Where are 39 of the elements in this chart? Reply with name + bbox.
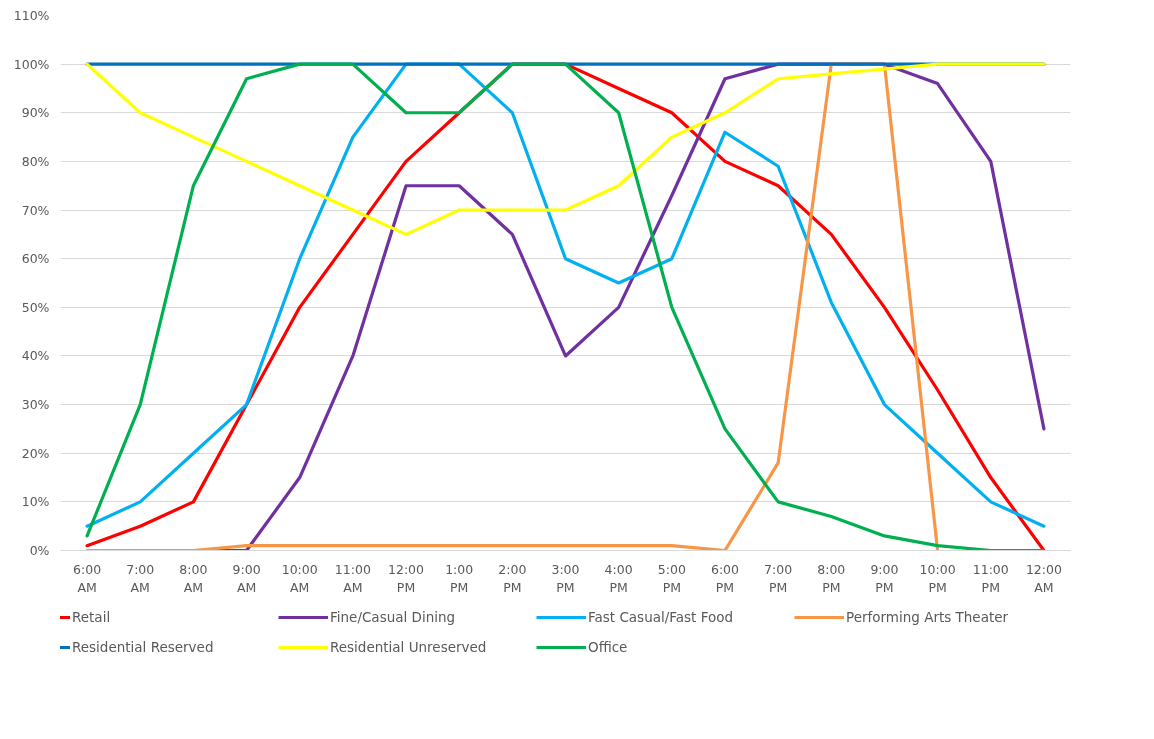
- x-tick-label: 7:00 AM: [126, 561, 155, 595]
- legend-label: Office: [588, 639, 629, 655]
- legend-label: Retail: [72, 609, 112, 625]
- x-tick-label: 10:00 PM: [919, 561, 956, 595]
- x-tick-label: 5:00 PM: [657, 561, 686, 595]
- x-tick-label: 11:00 PM: [972, 561, 1009, 595]
- x-tick-label: 8:00 AM: [179, 561, 208, 595]
- x-tick-label: 8:00 PM: [817, 561, 846, 595]
- y-tick-label: 60%: [21, 251, 50, 267]
- x-tick-label: 9:00 AM: [232, 561, 261, 595]
- x-tick-label: 12:00 PM: [388, 561, 425, 595]
- x-tick-label: 12:00 AM: [1025, 561, 1062, 595]
- legend-label: Residential Reserved: [72, 639, 215, 655]
- x-tick-label: 4:00 PM: [604, 561, 633, 595]
- y-tick-label: 20%: [21, 445, 50, 461]
- y-tick-label: 70%: [21, 202, 50, 218]
- y-tick-label: 0%: [29, 543, 50, 558]
- x-tick-label: 9:00 PM: [870, 561, 899, 595]
- x-tick-label: 1:00 PM: [445, 561, 474, 595]
- legend-label: Performing Arts Theater: [846, 609, 1010, 625]
- x-tick-label: 3:00 PM: [551, 561, 580, 595]
- x-tick-label: 6:00 AM: [73, 561, 102, 595]
- y-tick-label: 50%: [21, 299, 50, 315]
- legend-label: Residential Unreserved: [330, 639, 488, 655]
- y-tick-label: 110%: [13, 8, 50, 23]
- x-tick-label: 6:00 PM: [710, 561, 740, 595]
- line-series: [85, 62, 1046, 236]
- legend-label: Fine/Casual Dining: [330, 609, 457, 625]
- x-tick-label: 2:00 PM: [498, 561, 527, 595]
- y-tick-label: 100%: [13, 56, 50, 72]
- x-tick-label: 10:00 AM: [281, 561, 318, 595]
- y-tick-label: 80%: [21, 153, 50, 169]
- y-tick-label: 40%: [21, 348, 50, 364]
- y-tick-label: 30%: [21, 397, 50, 413]
- y-tick-label: 90%: [21, 105, 50, 121]
- x-tick-label: 11:00 AM: [334, 561, 371, 595]
- y-tick-label: 10%: [21, 494, 50, 510]
- x-tick-label: 7:00 PM: [764, 561, 793, 595]
- legend-label: Fast Casual/Fast Food: [588, 609, 735, 625]
